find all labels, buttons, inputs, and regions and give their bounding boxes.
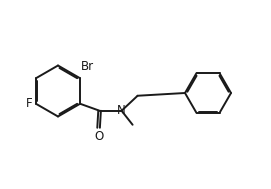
Text: O: O xyxy=(94,130,103,143)
Text: F: F xyxy=(26,97,33,110)
Text: N: N xyxy=(117,104,126,117)
Text: Br: Br xyxy=(81,60,94,73)
